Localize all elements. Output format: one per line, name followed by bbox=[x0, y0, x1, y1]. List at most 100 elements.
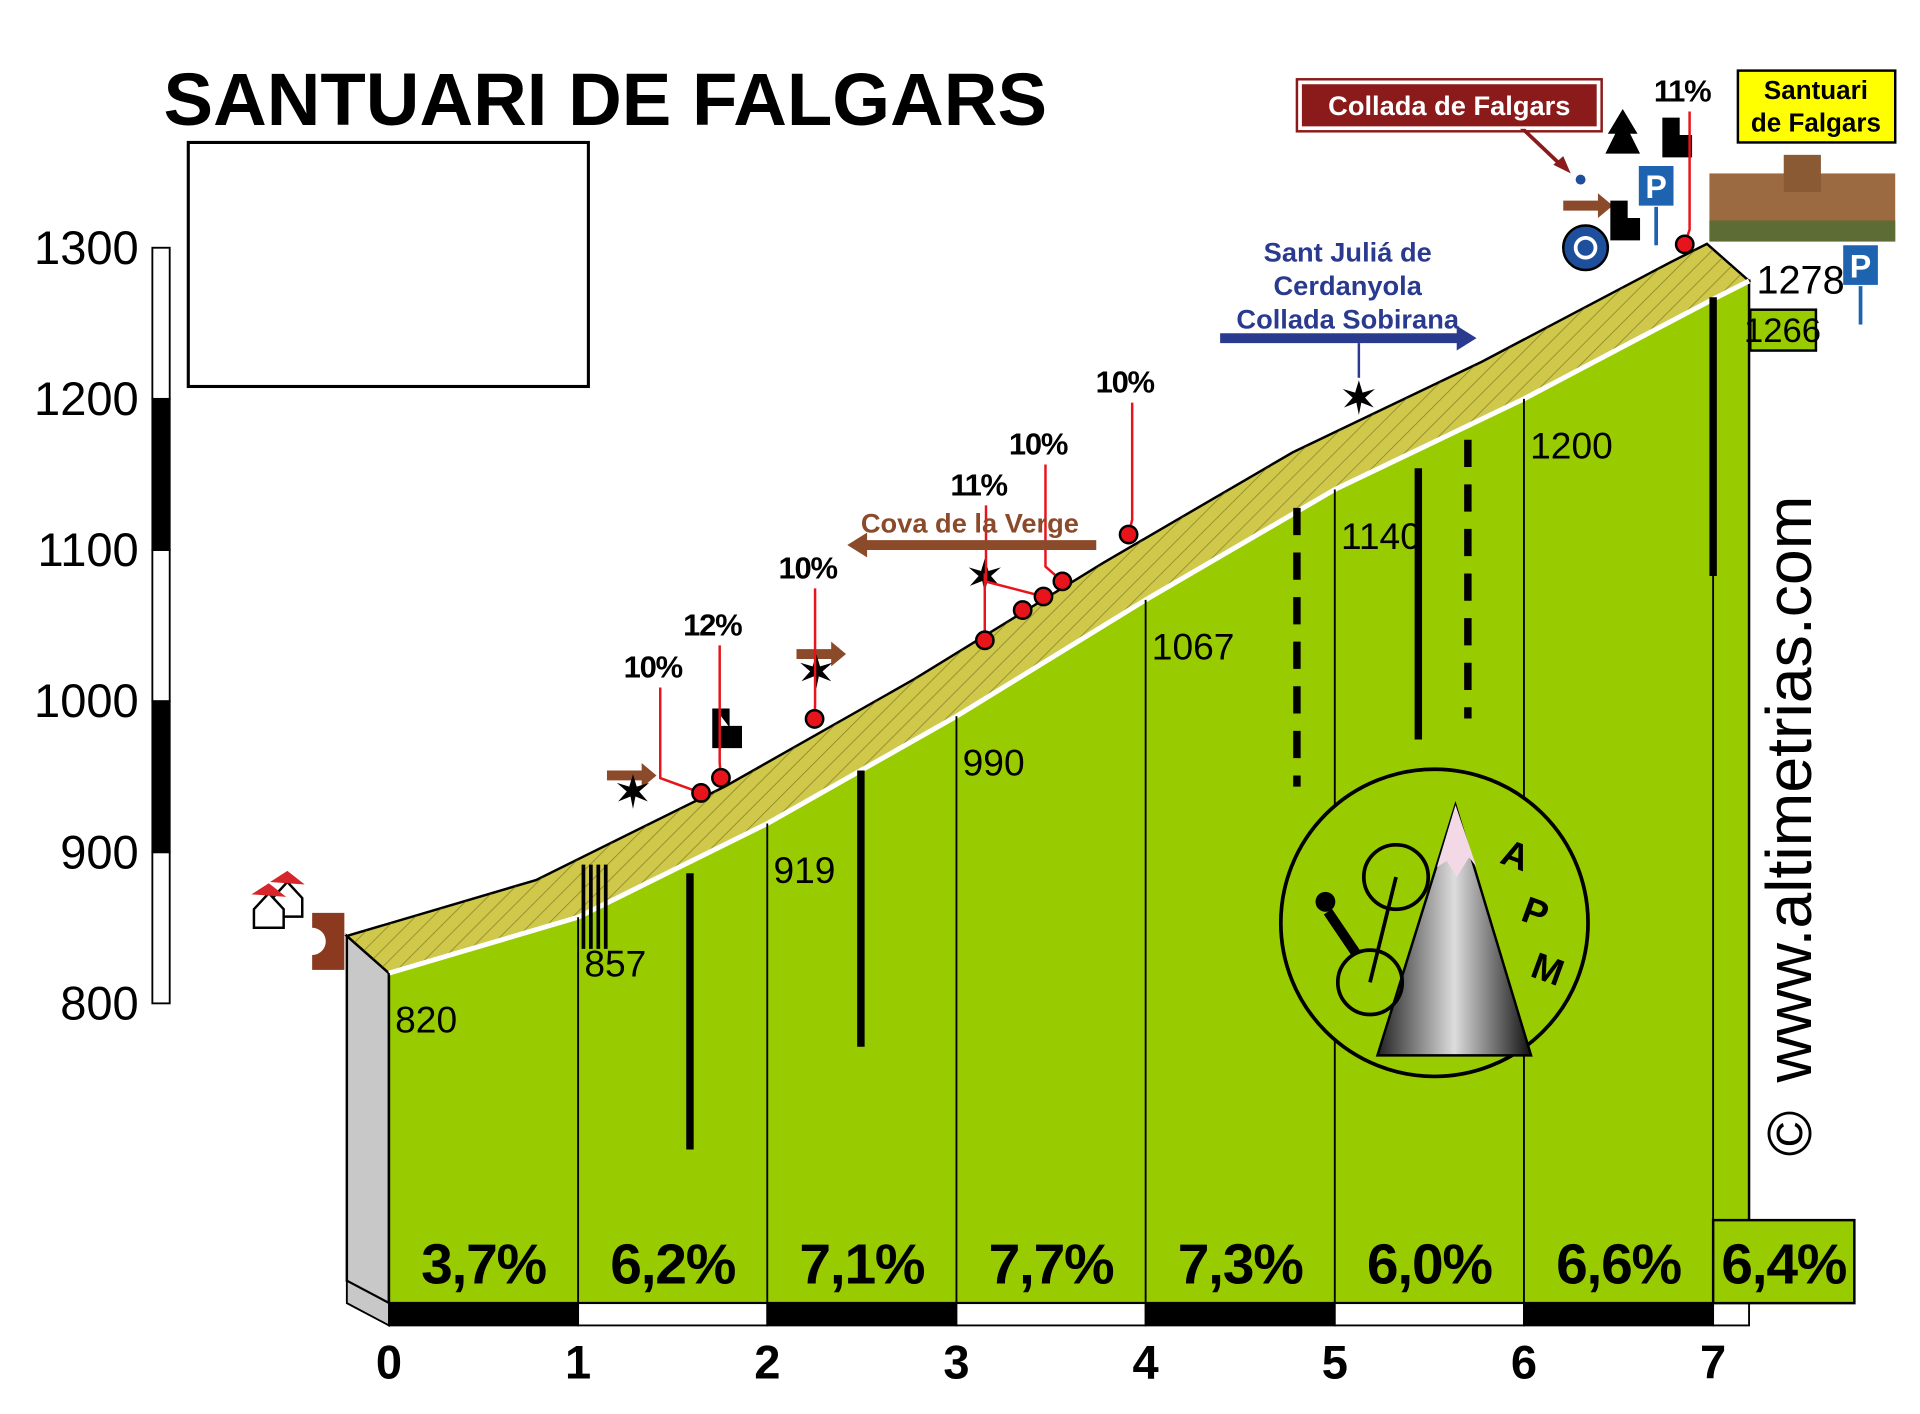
km-strip bbox=[388, 1302, 580, 1327]
logo-mountain bbox=[1375, 800, 1533, 1057]
elevation-label: 990 bbox=[963, 742, 1025, 784]
marker bbox=[804, 708, 825, 729]
x-tick-label: 1 bbox=[565, 1336, 591, 1389]
x-tick-label: 6 bbox=[1511, 1336, 1537, 1389]
bell-tower bbox=[1783, 154, 1821, 193]
chart-title: SANTUARI DE FALGARS bbox=[164, 58, 1048, 141]
place-label: de Falgars bbox=[1751, 107, 1881, 137]
bottom-face bbox=[345, 1279, 390, 1327]
copyright: © bbox=[1756, 1111, 1825, 1157]
segment-gradient: 6,2% bbox=[610, 1232, 735, 1296]
data-layer: 3,7% 6,2% 7,1% 7,7% 7,3% 6,0% 6,6% 6,4% 820 857 91… bbox=[395, 74, 1848, 1297]
x-tick-label: 0 bbox=[376, 1336, 402, 1389]
marker bbox=[691, 783, 711, 803]
elevation-label: 820 bbox=[395, 999, 457, 1041]
marker bbox=[1012, 600, 1033, 621]
marker bbox=[974, 630, 995, 651]
elevation-label: 1200 bbox=[1530, 424, 1613, 466]
leader bbox=[984, 505, 1044, 598]
segment-gradient: 6,6% bbox=[1556, 1232, 1681, 1296]
km-strip bbox=[766, 1302, 958, 1327]
gradient-label: 10% bbox=[779, 550, 838, 585]
x-tick-label: 2 bbox=[754, 1336, 780, 1389]
gradient-label: 10% bbox=[624, 650, 683, 685]
elevation-label: 1067 bbox=[1152, 625, 1235, 667]
y-tick-label: 800 bbox=[60, 976, 139, 1029]
logo-snow bbox=[1436, 805, 1477, 878]
gradient-label: 11% bbox=[950, 467, 1007, 502]
pointer-head bbox=[1553, 156, 1571, 174]
sant-julia-arrow bbox=[1220, 325, 1477, 351]
y-tick-label: 1200 bbox=[34, 372, 139, 425]
roundabout-inner bbox=[1573, 235, 1598, 260]
segment-gradient: 7,1% bbox=[799, 1232, 924, 1296]
logo-rider bbox=[1315, 891, 1336, 912]
km-strip bbox=[1144, 1302, 1336, 1327]
leader bbox=[718, 645, 723, 778]
stats-box bbox=[186, 140, 590, 389]
trees bbox=[1709, 220, 1896, 242]
marker bbox=[1674, 234, 1695, 255]
sanctuary-picture bbox=[1709, 154, 1896, 242]
collada-box bbox=[1299, 81, 1600, 129]
elevation-label: 919 bbox=[773, 849, 835, 891]
y-scale-segment bbox=[151, 549, 171, 703]
marker bbox=[711, 767, 731, 788]
km-strip bbox=[1523, 1302, 1715, 1327]
houses-icon bbox=[251, 870, 305, 930]
house bbox=[252, 891, 285, 930]
gradient-label: 12% bbox=[683, 607, 742, 642]
y-tick-label: 900 bbox=[60, 825, 139, 878]
y-scale-segment bbox=[151, 700, 171, 854]
place-label: Collada de Falgars bbox=[1328, 90, 1570, 121]
logo-wheel bbox=[1361, 842, 1431, 912]
segment-gradient: 7,7% bbox=[989, 1232, 1114, 1296]
gradient-label: 10% bbox=[1096, 365, 1155, 400]
marker bbox=[1052, 571, 1073, 592]
km-strip bbox=[577, 1302, 769, 1327]
last-segment-box bbox=[1711, 1218, 1856, 1305]
place-label: Cerdanyola bbox=[1274, 270, 1423, 301]
segment-gradient: 7,3% bbox=[1178, 1232, 1303, 1296]
elevation-label: 857 bbox=[584, 943, 646, 985]
roundabout-icon bbox=[1562, 224, 1610, 272]
church-icon bbox=[1662, 117, 1693, 158]
decor: P P bbox=[251, 109, 1896, 1305]
x-tick-label: 5 bbox=[1322, 1336, 1348, 1389]
house-roof bbox=[251, 883, 287, 897]
y-tick-label: 1100 bbox=[38, 523, 139, 576]
segment-gradient: 6,0% bbox=[1367, 1232, 1492, 1296]
star-icon bbox=[1342, 380, 1375, 415]
arrow-icon bbox=[1563, 193, 1613, 219]
km-strip bbox=[1333, 1302, 1525, 1327]
segment-gradient: 6,4% bbox=[1721, 1232, 1846, 1296]
elevation-label: 1266 bbox=[1744, 312, 1821, 350]
parking-sign bbox=[1636, 163, 1676, 209]
gradient-label: 11% bbox=[1654, 74, 1711, 109]
place-label: Collada Sobirana bbox=[1236, 303, 1459, 334]
start-icon bbox=[312, 912, 345, 970]
place-label: Santuari bbox=[1764, 75, 1868, 105]
x-tick-label: 4 bbox=[1133, 1336, 1159, 1389]
leader bbox=[658, 687, 702, 795]
watermark: www.altimetrias.com bbox=[1753, 496, 1825, 1084]
parking-sign bbox=[1840, 242, 1881, 288]
elevation-label: 1140 bbox=[1341, 515, 1421, 557]
santuari-box bbox=[1736, 69, 1897, 144]
y-scale-segment bbox=[151, 851, 171, 1005]
km-strip bbox=[955, 1302, 1147, 1327]
y-scale-segment bbox=[151, 397, 171, 551]
x-tick-label: 7 bbox=[1700, 1336, 1726, 1389]
arrow-icon bbox=[606, 763, 657, 788]
km-strip bbox=[1712, 1302, 1750, 1327]
place-label: Cova de la Verge bbox=[861, 508, 1079, 539]
parking-letter: P bbox=[1850, 248, 1871, 284]
cova-arrow bbox=[847, 532, 1097, 558]
church-icon bbox=[712, 708, 742, 749]
arrow-icon bbox=[796, 641, 847, 667]
place-label: Sant Juliá de bbox=[1264, 236, 1432, 267]
marker bbox=[1118, 524, 1139, 545]
logo-wheel bbox=[1335, 948, 1405, 1017]
